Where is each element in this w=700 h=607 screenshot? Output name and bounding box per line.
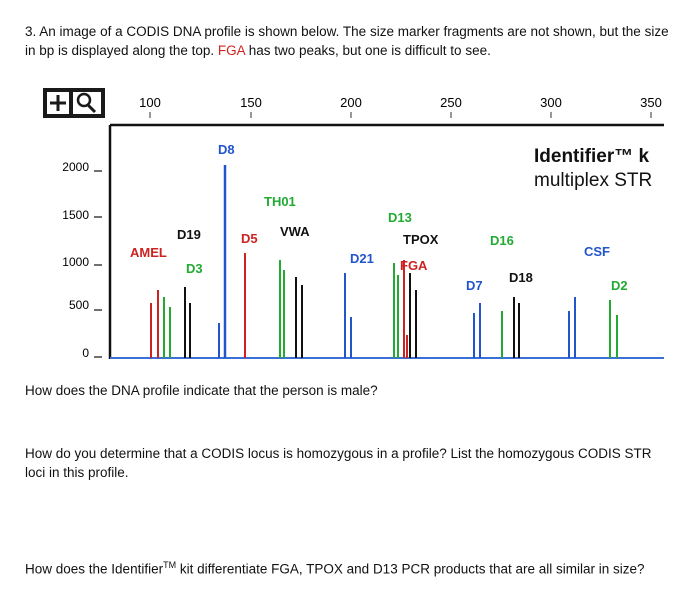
bp-tick-100: 100 <box>139 95 161 110</box>
bp-tick-350: 350 <box>640 95 662 110</box>
rfu-tick-1500: 1500 <box>62 208 89 222</box>
question-number: 3. <box>25 24 37 39</box>
locus-label-fga: FGA <box>400 258 428 273</box>
codis-profile-figure: 100 150 200 250 300 350 2000 1500 1000 5… <box>43 88 664 360</box>
fga-highlight: FGA <box>217 43 245 58</box>
locus-label-d5: D5 <box>241 231 258 246</box>
question-intro: 3. An image of a CODIS DNA profile is sh… <box>25 22 675 60</box>
kit-title: Identifier™ k <box>534 146 650 167</box>
rfu-tick-marks <box>94 170 102 358</box>
locus-label-d21: D21 <box>350 251 374 266</box>
bp-tick-200: 200 <box>340 95 362 110</box>
zoom-toolbar[interactable] <box>43 88 105 118</box>
locus-label-d18: D18 <box>509 270 533 285</box>
kit-subtitle: multiplex STR <box>534 170 652 191</box>
locus-label-d2: D2 <box>611 278 628 293</box>
question-homozygous: How do you determine that a CODIS locus … <box>25 446 652 480</box>
locus-label-csf: CSF <box>584 244 610 259</box>
rfu-tick-1000: 1000 <box>62 255 89 269</box>
locus-label-vwa: VWA <box>280 224 310 239</box>
locus-label-th01: TH01 <box>264 194 296 209</box>
bp-tick-marks <box>149 112 652 118</box>
intro-text: An image of a CODIS DNA profile is shown… <box>25 24 669 58</box>
locus-labels: AMEL D19 D3 D8 D5 TH01 VWA D21 D13 TPOX … <box>130 142 628 293</box>
locus-label-d7: D7 <box>466 278 483 293</box>
trademark-superscript: TM <box>163 560 177 570</box>
locus-label-d3: D3 <box>186 261 203 276</box>
bp-tick-150: 150 <box>240 95 262 110</box>
q3-text-end: kit differentiate FGA, TPOX and D13 PCR … <box>176 561 645 577</box>
question-identifier-kit: How does the IdentifierTM kit differenti… <box>25 556 645 579</box>
bp-tick-250: 250 <box>440 95 462 110</box>
locus-label-d13: D13 <box>388 210 412 225</box>
locus-label-d8: D8 <box>218 142 235 157</box>
rfu-tick-2000: 2000 <box>62 160 89 174</box>
q3-text-start: How does the Identifier <box>25 561 164 577</box>
locus-label-amel: AMEL <box>130 245 167 260</box>
peaks <box>150 165 618 358</box>
bp-tick-300: 300 <box>540 95 562 110</box>
rfu-tick-500: 500 <box>69 298 89 312</box>
locus-label-tpox: TPOX <box>403 232 439 247</box>
intro-text-end: has two peaks, but one is difficult to s… <box>248 43 491 58</box>
rfu-tick-0: 0 <box>82 346 89 360</box>
question-male: How does the DNA profile indicate that t… <box>25 383 378 398</box>
locus-label-d19: D19 <box>177 227 201 242</box>
magnifier-icon[interactable] <box>73 92 101 114</box>
locus-label-d16: D16 <box>490 233 514 248</box>
zoom-in-icon[interactable] <box>47 92 69 114</box>
